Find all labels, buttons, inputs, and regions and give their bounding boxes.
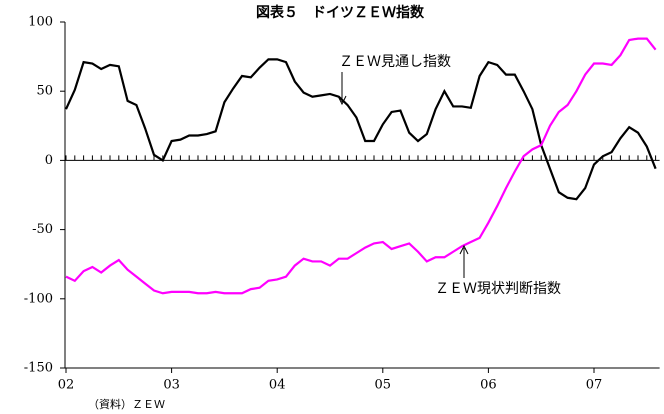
series-label: ＺＥＷ現状判断指数 <box>435 281 561 297</box>
y-tick-label: 100 <box>28 15 53 30</box>
x-tick-label: 03 <box>163 378 180 393</box>
y-tick-label: -150 <box>24 361 53 376</box>
series-line <box>64 58 657 201</box>
x-tick-label: 06 <box>480 378 497 393</box>
y-tick-label: 50 <box>36 84 53 99</box>
x-tick-label: 04 <box>269 378 286 393</box>
y-tick-label: 0 <box>45 153 53 168</box>
x-tick-label: 05 <box>375 378 392 393</box>
arrow-head <box>337 95 347 106</box>
series-label: ＺＥＷ見通し指数 <box>339 54 451 70</box>
series-line <box>65 37 657 295</box>
arrow-head <box>459 244 469 255</box>
x-tick-label: 02 <box>58 378 75 393</box>
y-tick-label: -100 <box>24 291 53 306</box>
chart-title: 図表５ ドイツＺＥＷ指数 <box>256 4 425 21</box>
source-note: （資料）ＺＥＷ <box>88 397 165 411</box>
x-tick-label: 07 <box>586 378 603 393</box>
y-tick-label: -50 <box>32 222 53 237</box>
